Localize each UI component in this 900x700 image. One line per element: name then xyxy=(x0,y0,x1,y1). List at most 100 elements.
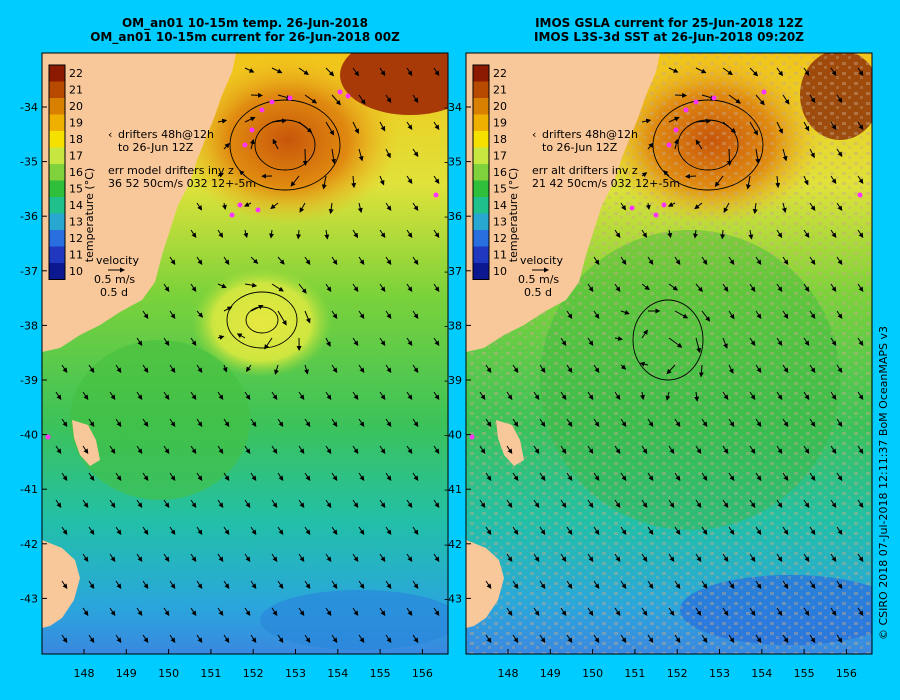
left-lon-tick-label: 152 xyxy=(243,667,264,680)
right-current-arrow xyxy=(782,94,790,105)
right-current-arrow xyxy=(695,337,702,354)
left-current-arrow xyxy=(304,634,311,643)
right-current-arrow xyxy=(674,310,689,319)
right-current-arrow xyxy=(663,170,670,177)
right-current-arrow xyxy=(857,445,864,454)
left-current-arrow xyxy=(325,499,332,508)
left-current-arrow xyxy=(352,229,359,239)
right-lat-tick-label: -34 xyxy=(444,101,462,114)
left-current-arrow xyxy=(379,229,386,238)
right-current-arrow xyxy=(836,526,843,535)
left-current-arrow xyxy=(196,580,203,589)
left-current-arrow xyxy=(271,118,287,124)
right-current-arrow xyxy=(782,256,789,265)
left-panel-title: OM_an01 10-15m temp. 26-Jun-2018 OM_an01… xyxy=(42,16,448,44)
right-current-arrow xyxy=(587,553,594,562)
left-current-arrow xyxy=(115,634,122,643)
right-current-arrow xyxy=(701,418,708,427)
left-current-arrow xyxy=(196,418,203,427)
left-longitude-ticks: 148 149 150 151 152 153 154 155 156 xyxy=(74,649,433,680)
right-lat-tick-label: -35 xyxy=(444,156,462,169)
left-current-arrow xyxy=(358,634,365,643)
right-colorbar-swatch xyxy=(473,81,489,98)
right-colorbar-tick: 16 xyxy=(493,166,507,179)
right-current-arrow xyxy=(695,553,702,562)
right-current-arrow xyxy=(782,526,789,535)
right-current-arrow xyxy=(728,310,735,320)
right-current-arrow xyxy=(749,391,756,400)
right-current-arrow xyxy=(593,580,600,589)
left-legend: ‹ drifters 48h@12h to 26-Jun 12Z err mod… xyxy=(94,128,256,299)
right-current-arrow xyxy=(776,337,783,346)
left-current-arrow xyxy=(379,337,386,346)
left-current-arrow xyxy=(88,580,95,589)
left-colorbar-swatch xyxy=(49,131,65,148)
left-current-arrow xyxy=(352,121,359,134)
right-current-arrow xyxy=(560,499,567,508)
left-current-arrow xyxy=(190,391,197,400)
right-current-arrow xyxy=(614,553,621,562)
right-lat-tick-label: -41 xyxy=(444,483,462,496)
right-lat-tick-label: -36 xyxy=(444,210,462,223)
left-map-frame xyxy=(41,52,449,655)
left-current-arrow xyxy=(358,472,365,481)
left-current-arrow xyxy=(217,229,224,238)
right-current-arrow xyxy=(674,526,681,535)
right-current-arrow xyxy=(479,391,486,400)
right-current-arrow xyxy=(539,364,546,373)
right-current-arrow xyxy=(620,634,627,643)
right-current-arrow xyxy=(485,418,492,427)
right-current-arrow xyxy=(695,445,702,454)
right-current-arrow xyxy=(639,361,649,367)
left-current-arrow xyxy=(271,499,278,508)
right-current-arrow xyxy=(830,229,837,238)
right-current-arrow xyxy=(647,256,654,265)
right-current-arrow xyxy=(695,283,703,293)
right-current-arrow xyxy=(782,580,789,589)
left-current-arrow xyxy=(109,607,116,616)
left-current-arrow xyxy=(271,607,278,616)
left-current-arrow xyxy=(331,364,338,373)
right-current-arrow xyxy=(749,553,756,562)
right-current-arrow xyxy=(749,67,759,77)
left-current-arrow xyxy=(385,418,392,427)
right-velocity-time: 0.5 d xyxy=(524,286,552,299)
right-current-arrow xyxy=(560,445,567,454)
left-current-arrow xyxy=(82,607,89,616)
left-current-arrow xyxy=(163,391,170,400)
right-current-arrow xyxy=(614,499,621,508)
right-colorbar-swatch xyxy=(473,197,489,214)
left-current-arrow xyxy=(169,526,176,535)
right-current-arrow xyxy=(695,607,702,616)
right-current-arrow xyxy=(809,580,816,589)
right-current-arrow xyxy=(755,580,762,589)
right-current-arrow xyxy=(749,283,756,292)
left-drifters-line1: drifters 48h@12h xyxy=(118,128,214,141)
left-colorbar-tick: 13 xyxy=(69,216,83,229)
right-current-arrow xyxy=(566,472,573,481)
right-current-arrow xyxy=(665,391,671,401)
right-current-arrow xyxy=(614,445,621,454)
left-current-arrow xyxy=(196,634,203,643)
left-current-arrow xyxy=(82,445,89,454)
left-lat-tick-label: -41 xyxy=(20,483,38,496)
right-lon-tick-label: 150 xyxy=(582,667,603,680)
right-current-arrow xyxy=(695,499,702,508)
right-current-arrow xyxy=(641,607,648,616)
left-current-arrow xyxy=(304,418,311,427)
right-current-arrow xyxy=(752,202,758,215)
right-current-arrow xyxy=(857,607,864,616)
left-current-arrow xyxy=(223,256,230,265)
right-current-arrow xyxy=(748,229,754,240)
left-current-arrow xyxy=(272,138,279,150)
left-current-arrow xyxy=(433,607,440,616)
left-current-arrow xyxy=(385,364,392,373)
right-current-arrow xyxy=(836,148,843,157)
right-current-arrow xyxy=(566,634,573,643)
right-current-arrow xyxy=(776,391,783,400)
right-current-arrow xyxy=(809,526,816,535)
left-green-patch xyxy=(70,340,250,500)
right-current-arrow xyxy=(836,94,843,103)
left-current-arrow xyxy=(217,445,224,454)
left-current-arrow xyxy=(433,391,440,400)
